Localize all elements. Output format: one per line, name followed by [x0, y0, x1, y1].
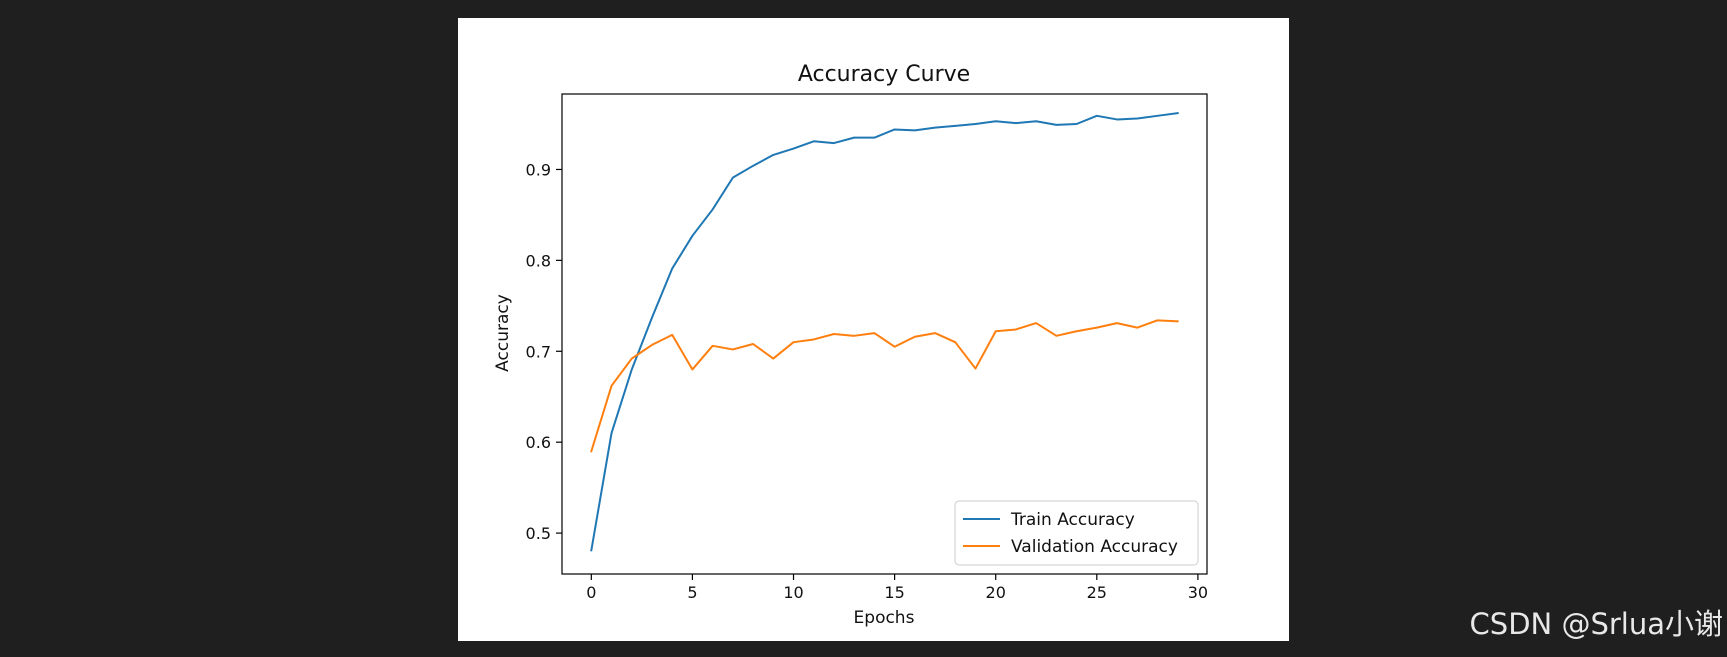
- series-lines: [590, 111, 1179, 552]
- accuracy-chart: Accuracy Curve Epochs Accuracy 0 5 10 15 20 2…: [493, 62, 1209, 628]
- axis-ticks: 0 5 10 15 20 25 30 0.5 0.6 0.7 0.8 0.9: [526, 160, 1209, 602]
- series-line-train-accuracy: [590, 111, 1179, 552]
- y-tick-label: 0.9: [526, 160, 551, 179]
- legend: Train Accuracy Validation Accuracy: [954, 500, 1199, 566]
- x-tick-label: 25: [1087, 583, 1107, 602]
- legend-box: [954, 500, 1199, 566]
- x-tick-label: 30: [1188, 583, 1208, 602]
- x-axis-label: Epochs: [854, 608, 915, 628]
- y-tick-label: 0.8: [526, 251, 551, 270]
- legend-label: Train Accuracy: [1010, 510, 1135, 530]
- y-tick-label: 0.6: [526, 433, 551, 452]
- y-tick-label: 0.7: [526, 342, 551, 361]
- plot-frame: [561, 93, 1208, 575]
- x-tick-label: 0: [586, 583, 596, 602]
- x-tick-label: 10: [783, 583, 803, 602]
- x-tick-label: 20: [986, 583, 1006, 602]
- chart-figure: Accuracy Curve Epochs Accuracy 0 5 10 15 20 2…: [458, 18, 1289, 641]
- watermark-text: CSDN @Srlua小谢: [1469, 607, 1723, 641]
- chart-title: Accuracy Curve: [798, 62, 970, 87]
- series-line-validation-accuracy: [590, 319, 1179, 453]
- legend-label: Validation Accuracy: [1011, 537, 1178, 557]
- x-tick-label: 15: [884, 583, 904, 602]
- x-tick-label: 5: [687, 583, 697, 602]
- y-axis-label: Accuracy: [493, 294, 513, 372]
- y-tick-label: 0.5: [526, 524, 551, 543]
